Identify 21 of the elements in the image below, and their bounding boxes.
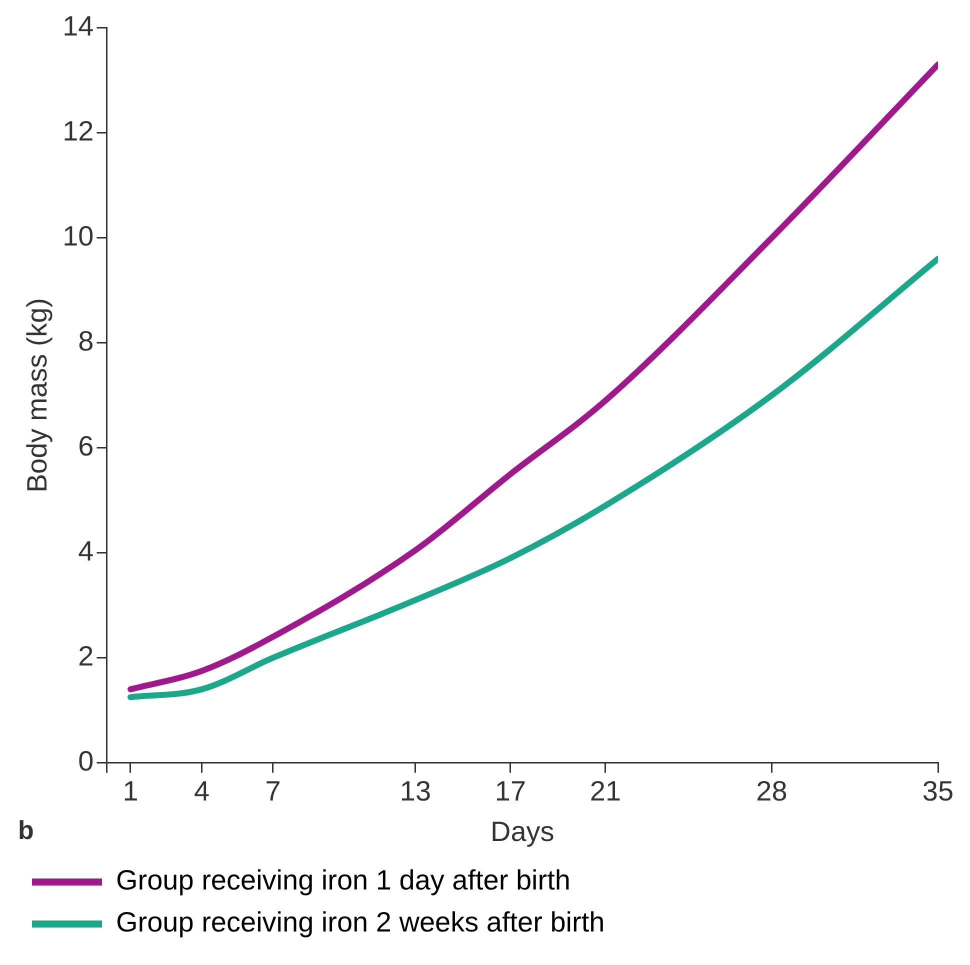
x-tick-label: 21	[590, 775, 622, 806]
text: b	[18, 815, 34, 846]
y-tick-label: 0	[78, 746, 94, 777]
y-tick-label: 12	[62, 116, 94, 147]
y-tick-label: 2	[78, 640, 94, 672]
y-tick-label: 8	[78, 326, 94, 357]
legend-label: Group receiving iron 1 day after birth	[116, 864, 570, 896]
x-tick-label: 13	[400, 775, 432, 806]
x-axis-title: Days	[490, 816, 554, 847]
y-axis-title: Body mass (kg)	[22, 298, 53, 493]
x-tick-label: 28	[756, 775, 788, 806]
legend-label: Group receiving iron 2 weeks after birth	[116, 906, 605, 938]
x-tick-label: 7	[265, 775, 281, 806]
y-tick-label: 6	[78, 430, 94, 462]
x-tick-label: 17	[494, 775, 526, 806]
x-tick-label: 1	[122, 775, 138, 806]
y-tick-label: 14	[62, 10, 94, 42]
x-tick-label: 4	[194, 775, 210, 806]
y-tick-label: 10	[62, 220, 94, 252]
y-tick-label: 4	[78, 536, 94, 567]
x-tick-label: 35	[922, 775, 954, 806]
